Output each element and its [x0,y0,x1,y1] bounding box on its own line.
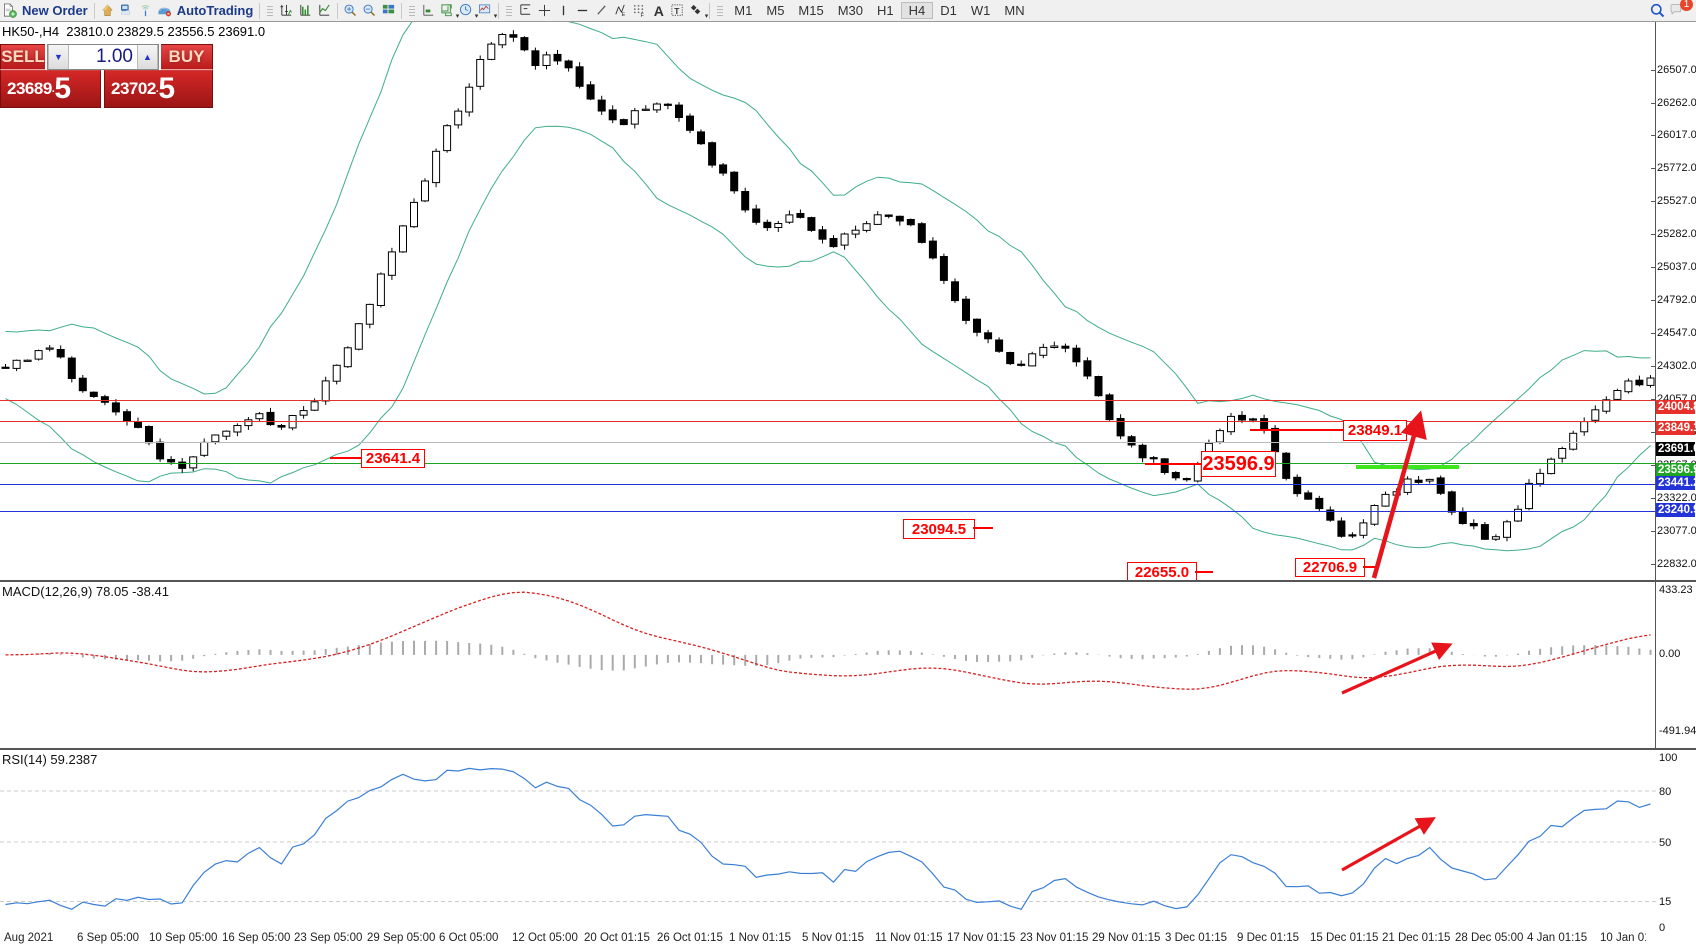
svg-text:F: F [641,13,645,18]
svg-text:E: E [622,12,626,18]
svg-text:T: T [675,6,681,16]
